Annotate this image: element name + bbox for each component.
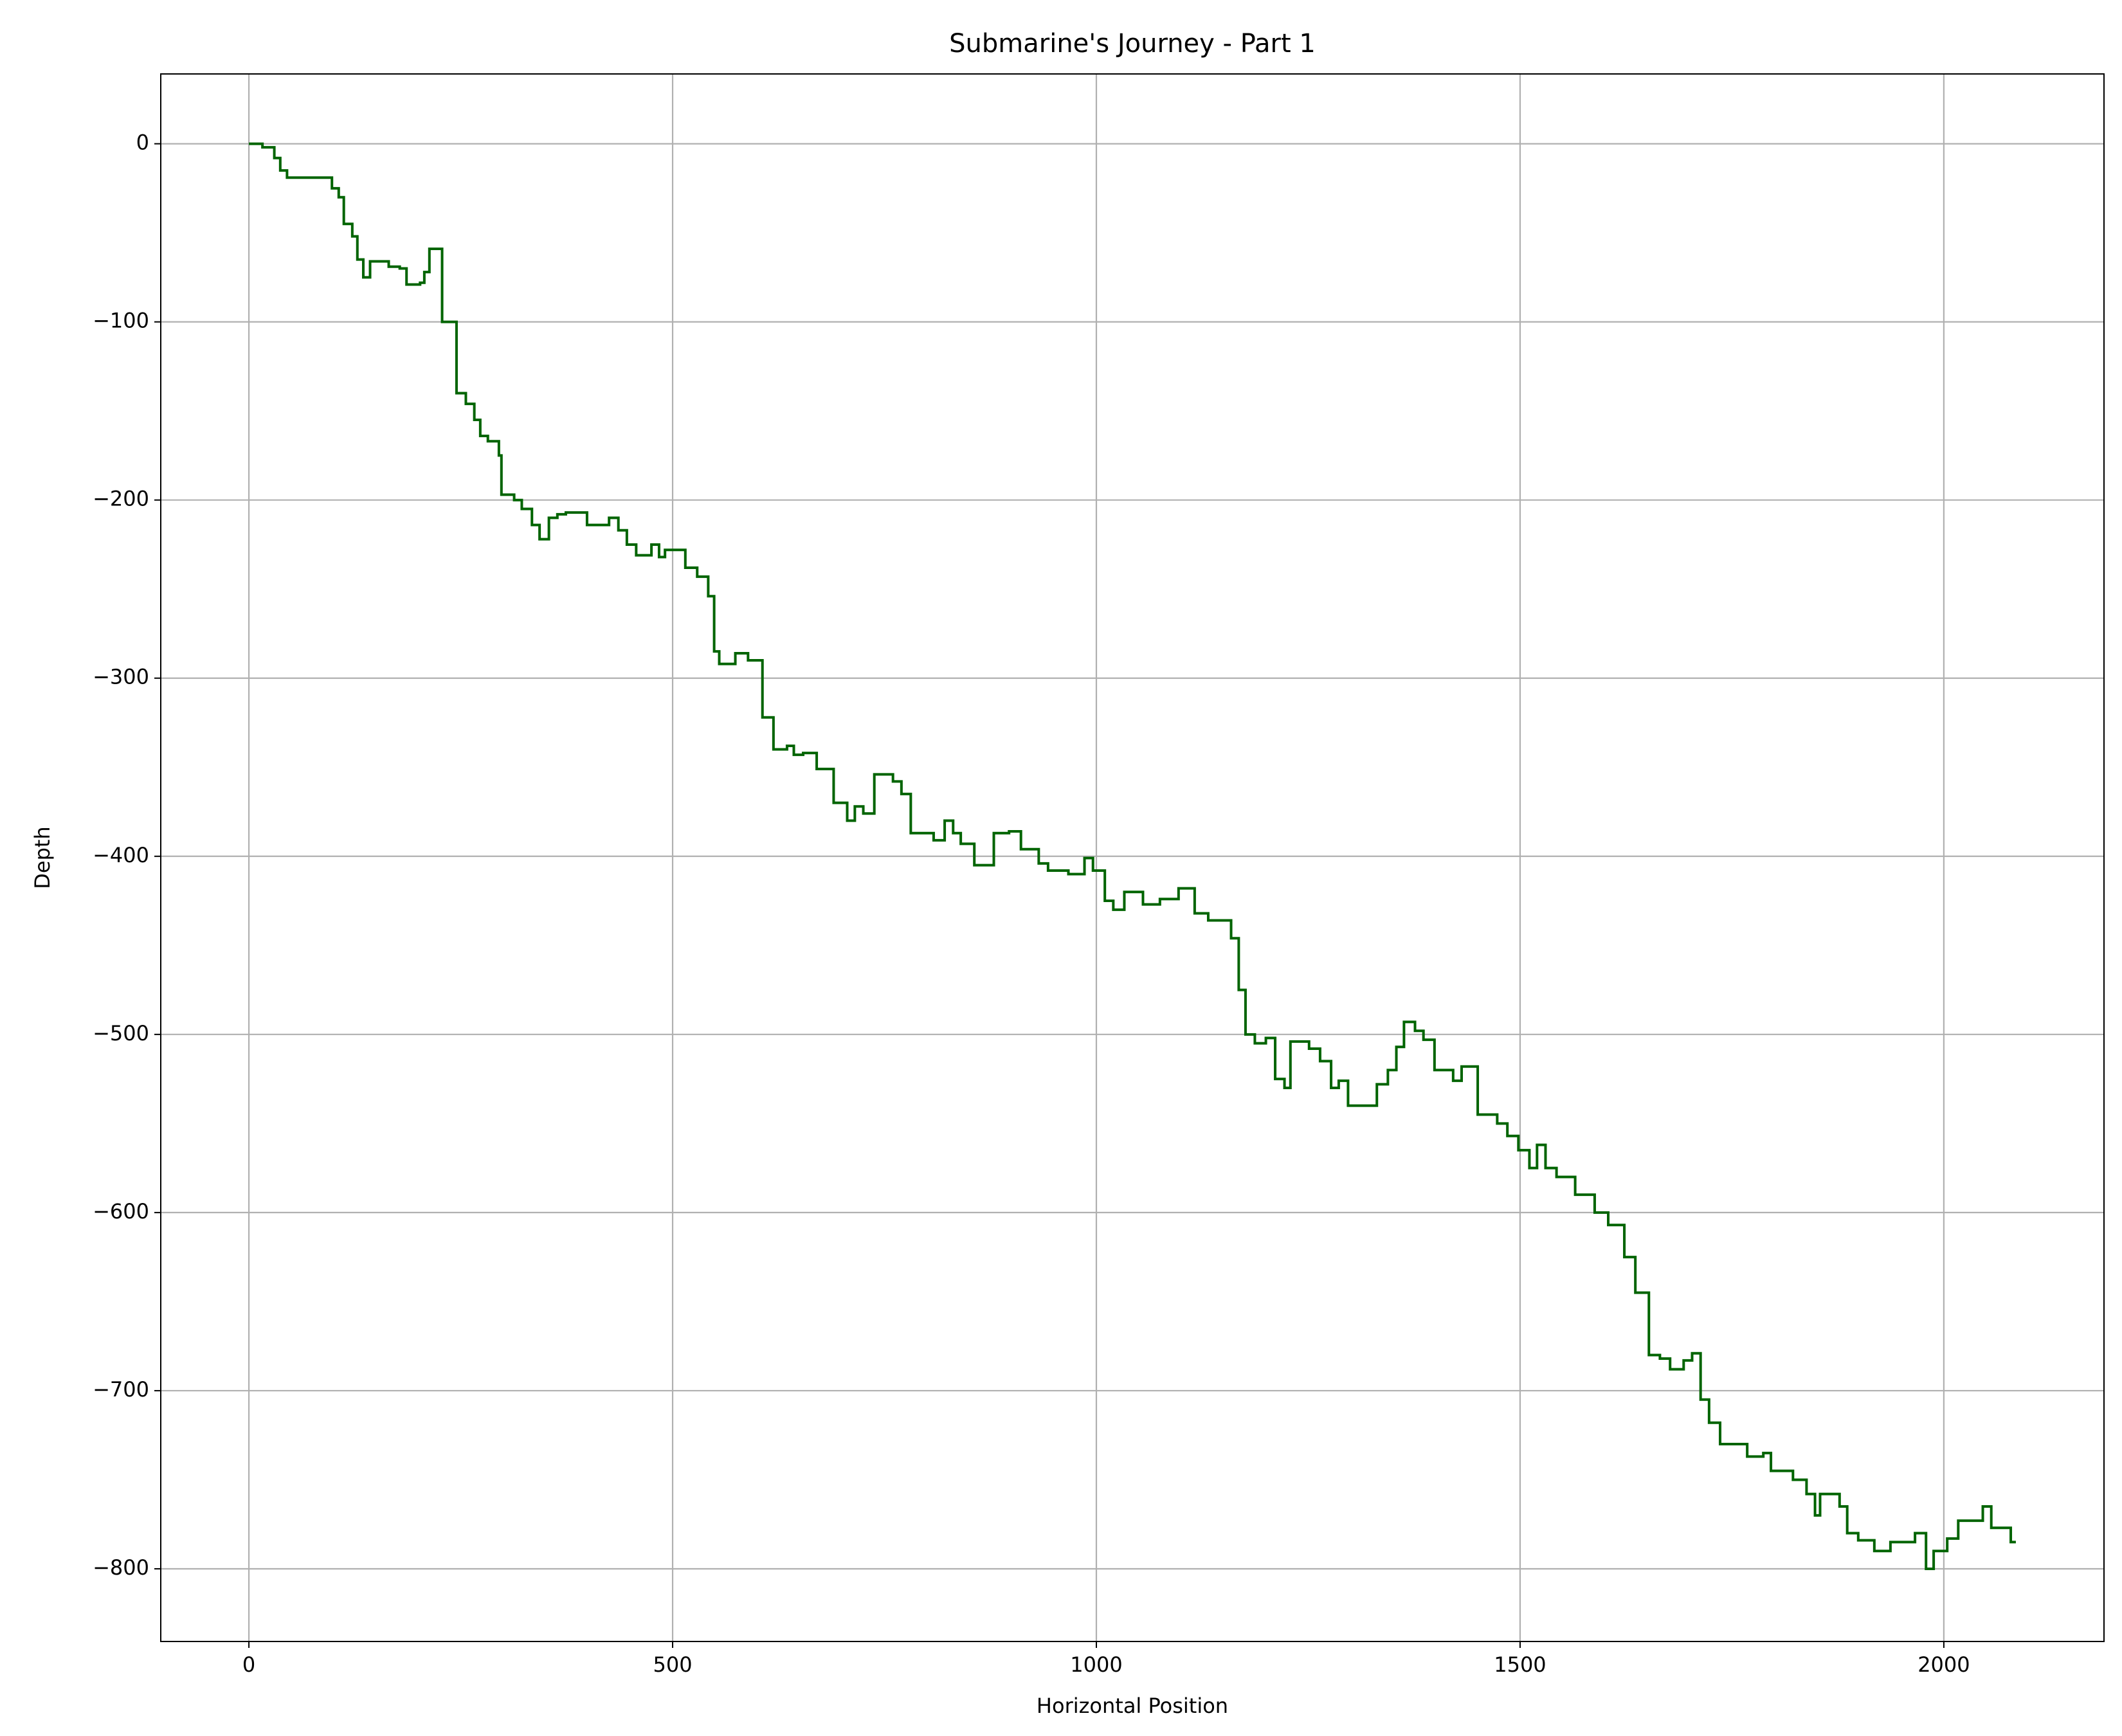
- x-tick-label: 1000: [1070, 1652, 1122, 1677]
- x-axis-label: Horizontal Position: [1037, 1694, 1228, 1718]
- y-tick-label: −700: [93, 1377, 149, 1402]
- y-tick-label: −800: [93, 1555, 149, 1580]
- y-tick-label: −300: [93, 665, 149, 689]
- x-tick-label: 500: [653, 1652, 692, 1677]
- y-tick-label: −600: [93, 1199, 149, 1224]
- data-line: [249, 142, 2016, 1570]
- y-tick-label: 0: [136, 131, 149, 155]
- x-tick-label: 0: [242, 1652, 255, 1677]
- y-axis-label: Depth: [30, 826, 55, 889]
- chart-title: Submarine's Journey - Part 1: [949, 29, 1316, 59]
- y-tick-label: −400: [93, 843, 149, 867]
- y-tick-label: −500: [93, 1021, 149, 1045]
- x-tick-label: 1500: [1494, 1652, 1546, 1677]
- y-tick-label: −100: [93, 309, 149, 333]
- x-tick-label: 2000: [1918, 1652, 1970, 1677]
- y-tick-label: −200: [93, 487, 149, 511]
- plot-frame: [160, 73, 2105, 1642]
